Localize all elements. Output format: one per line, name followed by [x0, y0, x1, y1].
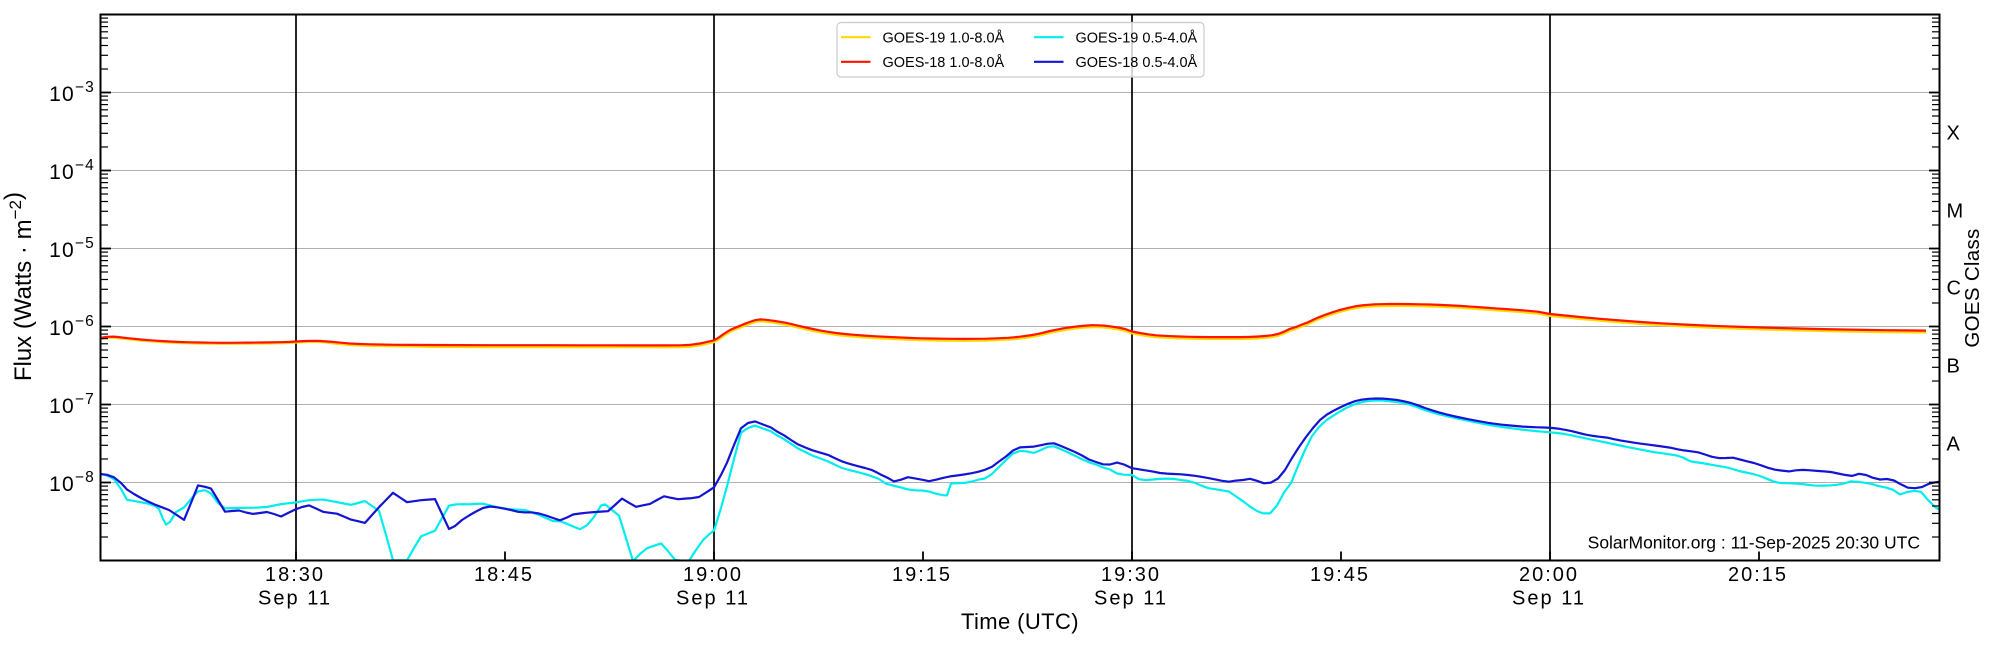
svg-text:18:30: 18:30: [265, 564, 325, 586]
svg-text:Sep 11: Sep 11: [676, 588, 750, 610]
svg-text:19:15: 19:15: [892, 564, 952, 586]
svg-text:GOES-19 1.0-8.0Å: GOES-19 1.0-8.0Å: [883, 30, 1005, 47]
svg-text:GOES Class: GOES Class: [1961, 228, 1984, 347]
svg-text:19:45: 19:45: [1310, 564, 1370, 586]
svg-text:19:00: 19:00: [683, 564, 743, 586]
svg-text:M: M: [1947, 201, 1964, 223]
svg-text:A: A: [1947, 434, 1961, 456]
svg-text:10−3: 10−3: [49, 79, 95, 106]
svg-text:GOES-18 0.5-4.0Å: GOES-18 0.5-4.0Å: [1076, 54, 1198, 71]
svg-text:Sep 11: Sep 11: [1512, 588, 1586, 610]
svg-text:B: B: [1947, 356, 1960, 378]
svg-text:20:15: 20:15: [1728, 564, 1788, 586]
svg-text:19:30: 19:30: [1101, 564, 1161, 586]
svg-text:X: X: [1947, 123, 1960, 145]
svg-text:SolarMonitor.org : 11-Sep-2025: SolarMonitor.org : 11-Sep-2025 20:30 UTC: [1588, 533, 1920, 553]
svg-text:GOES-19 0.5-4.0Å: GOES-19 0.5-4.0Å: [1076, 30, 1198, 47]
svg-text:Sep 11: Sep 11: [258, 588, 332, 610]
svg-text:10−8: 10−8: [49, 469, 95, 496]
svg-text:20:00: 20:00: [1519, 564, 1579, 586]
svg-text:C: C: [1947, 278, 1961, 300]
svg-text:Time (UTC): Time (UTC): [961, 609, 1079, 634]
svg-text:Sep 11: Sep 11: [1094, 588, 1168, 610]
svg-text:18:45: 18:45: [474, 564, 534, 586]
svg-text:GOES-18 1.0-8.0Å: GOES-18 1.0-8.0Å: [883, 54, 1005, 71]
